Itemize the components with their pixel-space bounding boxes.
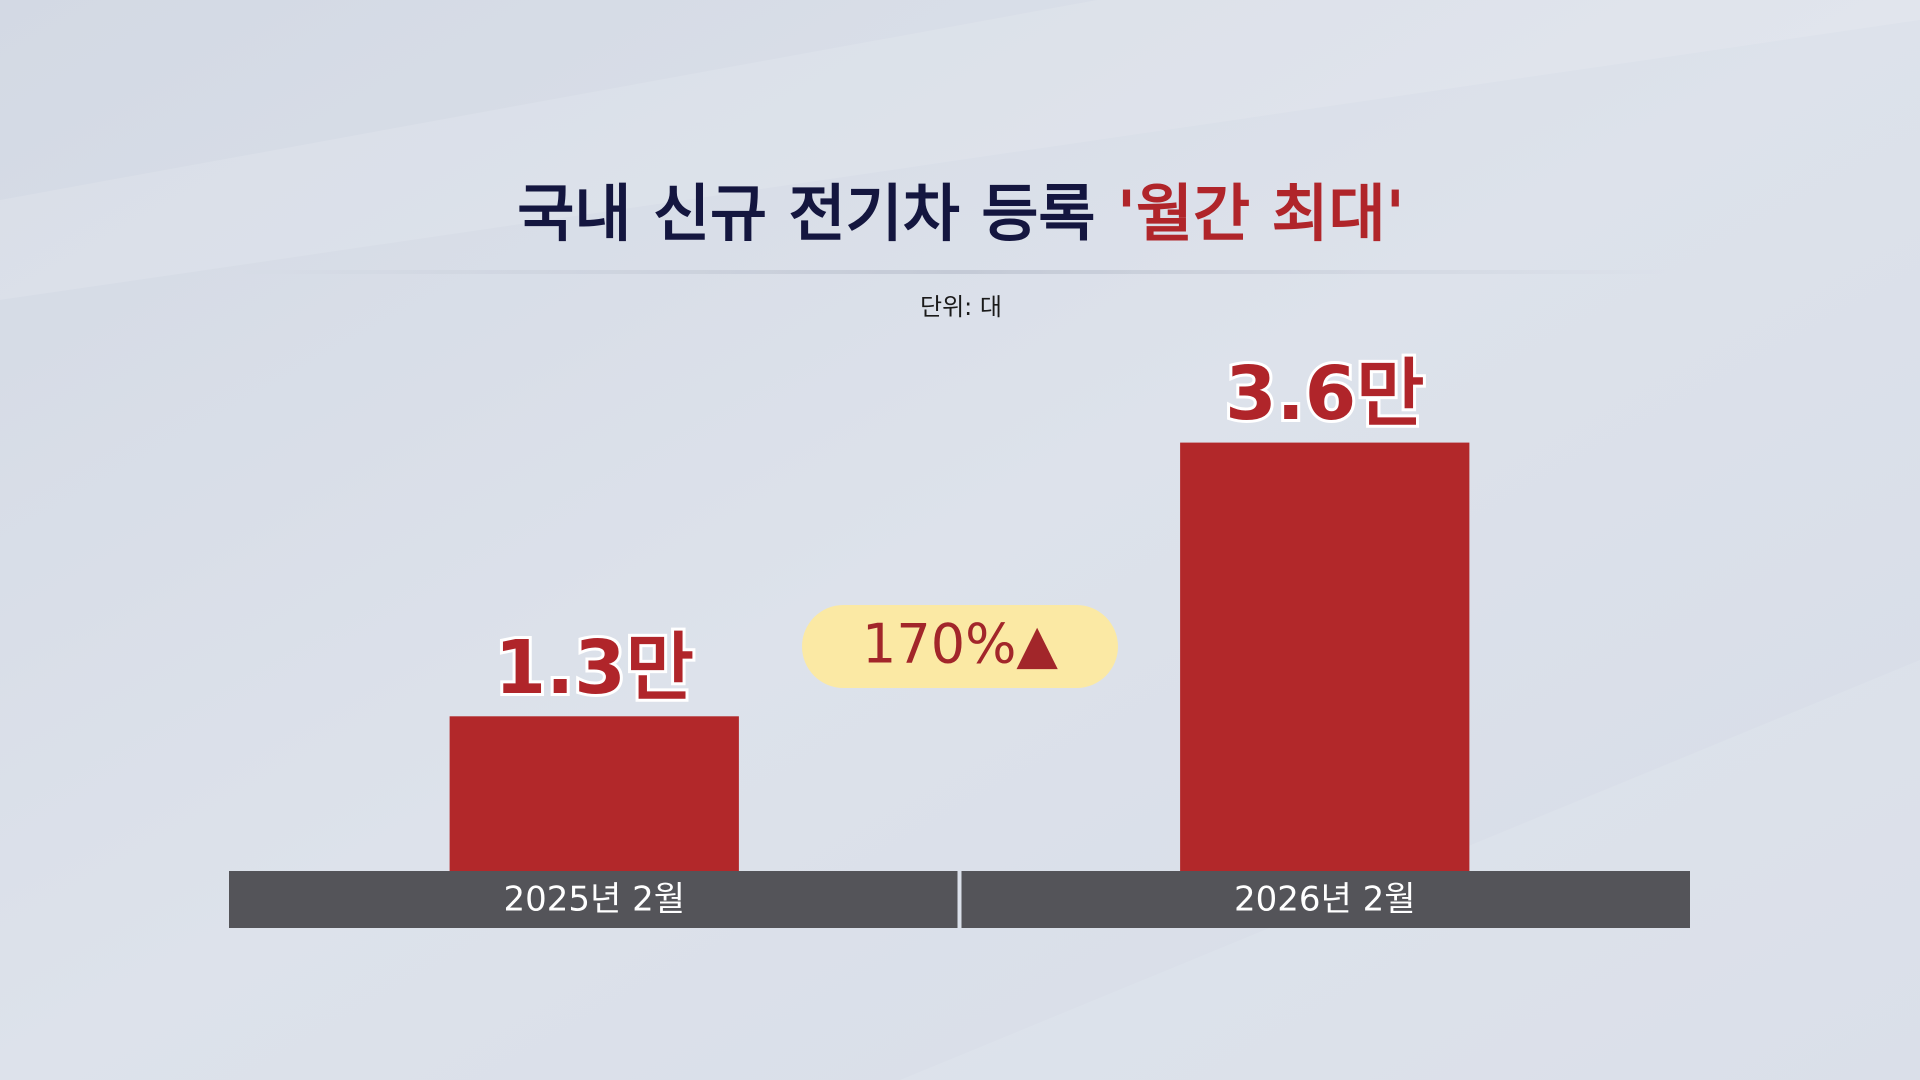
- title-separator: [240, 270, 1680, 274]
- annotation-pill: [802, 605, 1118, 688]
- x-tick-label: 2025년 2월: [503, 880, 685, 920]
- value-label: 1.3만: [495, 625, 694, 711]
- bar: [1180, 442, 1470, 871]
- title-highlight: '월간 최대': [1117, 177, 1405, 250]
- chart-title: 국내 신규 전기차 등록 '월간 최대': [517, 177, 1404, 250]
- category-band: [961, 871, 1690, 928]
- bar: [449, 716, 739, 871]
- unit-label: 단위: 대: [920, 293, 1002, 321]
- annotation: 170%▲: [862, 613, 1058, 676]
- category-band: [229, 871, 958, 928]
- x-tick-label: 2026년 2월: [1234, 880, 1416, 920]
- background-band: [0, 0, 1920, 300]
- value-label: 3.6만: [1225, 351, 1424, 437]
- title-main: 국내 신규 전기차 등록: [517, 177, 1095, 250]
